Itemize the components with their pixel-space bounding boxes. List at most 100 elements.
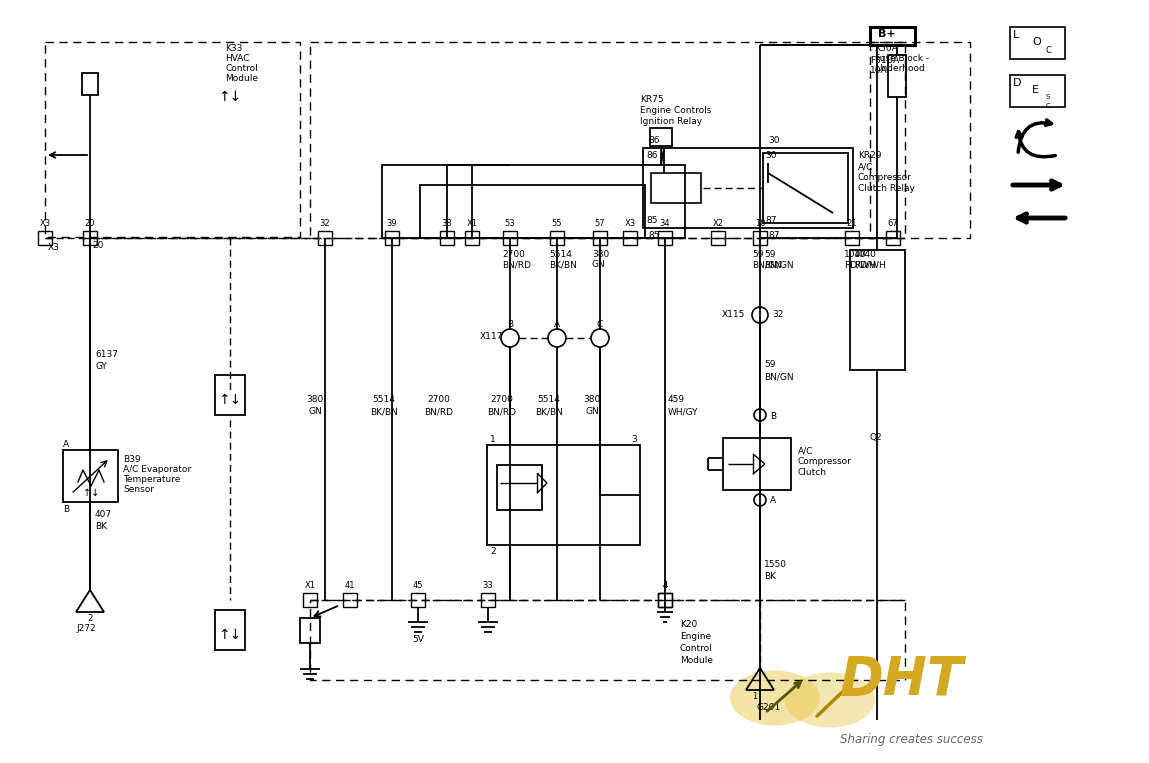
Text: X2: X2 <box>712 219 724 228</box>
Text: 59: 59 <box>764 250 776 259</box>
Text: 38: 38 <box>441 219 453 228</box>
Text: BN/RD: BN/RD <box>502 260 531 269</box>
Bar <box>643 148 853 228</box>
Text: 85: 85 <box>648 231 660 240</box>
Text: 55: 55 <box>552 219 562 228</box>
Text: GY: GY <box>95 362 107 371</box>
Text: S: S <box>1046 94 1050 100</box>
Text: E: E <box>1032 85 1039 95</box>
Text: A: A <box>554 320 560 329</box>
Text: 87: 87 <box>765 216 777 225</box>
Text: 2700: 2700 <box>502 250 525 259</box>
Text: 4: 4 <box>662 581 668 590</box>
Text: A/C: A/C <box>799 446 813 455</box>
Bar <box>487 445 640 545</box>
Text: X115: X115 <box>722 310 746 319</box>
Text: C: C <box>596 320 603 329</box>
Text: Control: Control <box>680 644 712 653</box>
Text: 2: 2 <box>489 547 495 556</box>
Text: X1: X1 <box>466 219 478 228</box>
Text: G201: G201 <box>757 703 781 712</box>
Bar <box>385 231 399 245</box>
Bar <box>723 438 791 490</box>
Text: 1550: 1550 <box>764 560 787 569</box>
Text: 20: 20 <box>92 241 103 250</box>
Text: 3: 3 <box>631 435 637 444</box>
Text: B: B <box>507 320 514 329</box>
Text: Compressor: Compressor <box>858 173 912 182</box>
Text: KR29: KR29 <box>858 151 881 160</box>
Bar <box>303 593 317 607</box>
Text: 21: 21 <box>847 219 857 228</box>
Text: A/C: A/C <box>858 162 873 171</box>
Text: 5514: 5514 <box>549 250 572 259</box>
Text: WH/GY: WH/GY <box>668 407 699 416</box>
Bar <box>658 231 672 245</box>
Text: 5514: 5514 <box>372 395 395 404</box>
Text: BN/GN: BN/GN <box>764 372 794 381</box>
Text: RD/WH: RD/WH <box>845 260 876 269</box>
Text: 20: 20 <box>85 219 95 228</box>
Text: BK/BN: BK/BN <box>535 407 563 416</box>
Text: B39: B39 <box>123 455 140 464</box>
Text: X3: X3 <box>48 243 60 252</box>
Text: K20: K20 <box>680 620 697 629</box>
Bar <box>845 231 859 245</box>
Bar <box>650 128 672 146</box>
Text: O: O <box>1032 37 1041 47</box>
Bar <box>481 593 495 607</box>
Bar <box>344 593 357 607</box>
Text: BN/GN: BN/GN <box>764 260 794 269</box>
Text: GN: GN <box>308 407 322 416</box>
Text: X3: X3 <box>624 219 635 228</box>
Text: 86: 86 <box>648 136 660 145</box>
Text: 5V: 5V <box>412 635 424 644</box>
Text: C: C <box>1046 46 1051 55</box>
Bar <box>763 153 848 223</box>
Ellipse shape <box>785 672 876 727</box>
Bar <box>593 231 607 245</box>
Text: 53: 53 <box>504 219 515 228</box>
Bar <box>465 231 479 245</box>
Bar <box>1010 27 1065 59</box>
Text: DHT: DHT <box>840 654 964 706</box>
Text: Underhood: Underhood <box>876 64 925 73</box>
Text: 459: 459 <box>668 395 685 404</box>
Text: BK: BK <box>764 572 776 581</box>
Text: 32: 32 <box>772 310 784 319</box>
Text: F31UA: F31UA <box>870 56 900 65</box>
Bar <box>300 618 321 643</box>
Text: X50A: X50A <box>876 44 899 53</box>
Text: 34: 34 <box>660 219 670 228</box>
Text: Sharing creates success: Sharing creates success <box>840 733 982 746</box>
Text: Engine Controls: Engine Controls <box>640 106 711 115</box>
Text: J272: J272 <box>76 624 95 633</box>
Text: ↑↓: ↑↓ <box>218 90 241 104</box>
Text: 85: 85 <box>646 216 657 225</box>
Text: D: D <box>1013 78 1021 88</box>
Bar <box>215 375 245 415</box>
Text: 33: 33 <box>483 581 493 590</box>
Bar <box>870 27 915 45</box>
Text: C: C <box>1046 103 1050 109</box>
Text: BK/BN: BK/BN <box>370 407 398 416</box>
Text: 57: 57 <box>595 219 606 228</box>
Text: BK: BK <box>95 522 107 531</box>
Text: 10A: 10A <box>870 66 888 75</box>
Text: A: A <box>63 440 69 449</box>
Text: B+: B+ <box>878 29 895 39</box>
Bar <box>318 231 332 245</box>
Text: 1: 1 <box>489 435 495 444</box>
Text: B: B <box>770 412 776 421</box>
Bar <box>498 465 542 510</box>
Text: 59: 59 <box>764 360 776 369</box>
Bar <box>886 231 900 245</box>
Text: B: B <box>63 505 69 514</box>
Text: 30: 30 <box>768 136 779 145</box>
Text: 45: 45 <box>412 581 423 590</box>
Text: ↑↓: ↑↓ <box>83 488 99 498</box>
Text: 380: 380 <box>584 395 601 404</box>
Bar <box>658 593 672 607</box>
Text: 380: 380 <box>592 250 609 259</box>
Bar <box>888 55 907 97</box>
